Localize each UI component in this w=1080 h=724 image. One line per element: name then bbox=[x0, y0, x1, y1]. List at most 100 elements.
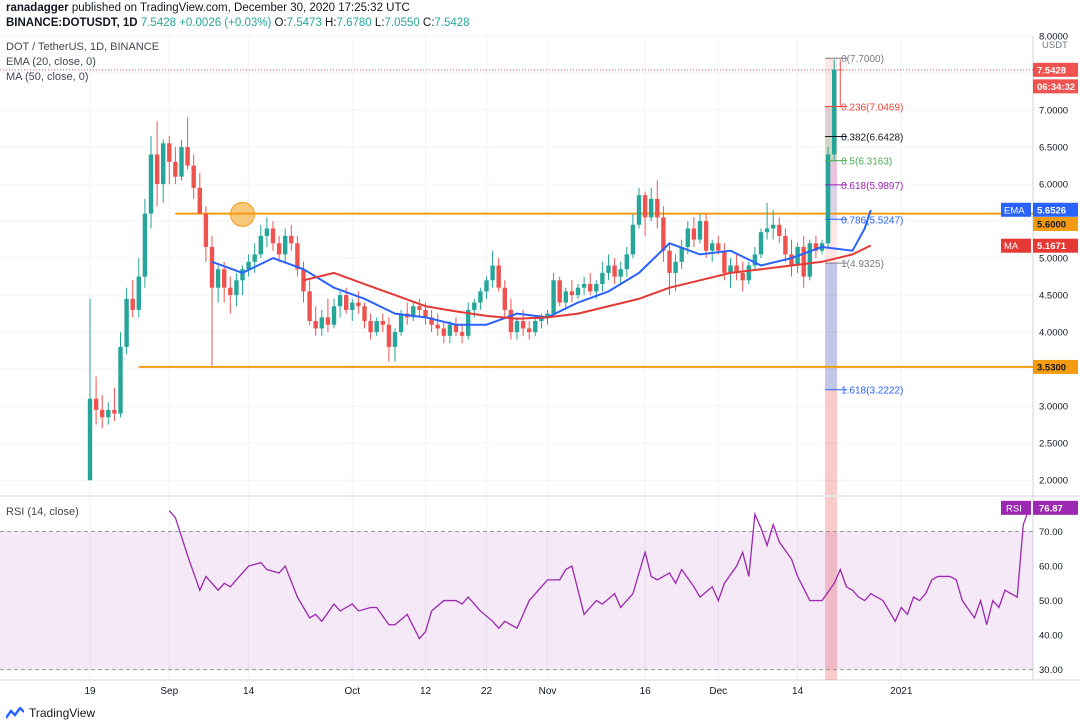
legend-ma[interactable]: MA (50, close, 0) bbox=[6, 71, 89, 83]
rsi-value-box bbox=[1033, 500, 1078, 515]
candle-body bbox=[362, 306, 367, 322]
candle-body bbox=[106, 409, 111, 418]
candle-body bbox=[179, 147, 184, 177]
candle-body bbox=[801, 246, 806, 277]
candle-body bbox=[466, 309, 471, 336]
candle-body bbox=[161, 143, 166, 185]
price-axis-indicator-value: 5.1671 bbox=[1037, 241, 1067, 252]
candle-body bbox=[520, 321, 526, 329]
time-tick-label: Sep bbox=[160, 686, 178, 697]
candle-body bbox=[490, 265, 495, 281]
high-value: 7.6780 bbox=[336, 17, 372, 29]
candle-body bbox=[539, 317, 544, 322]
candle-body bbox=[289, 235, 294, 244]
price-axis-tag-label: 7.5428 bbox=[1037, 65, 1066, 76]
candle-body bbox=[209, 246, 215, 288]
candle-body bbox=[679, 246, 684, 262]
price-axis-tag-label: 5.6000 bbox=[1037, 220, 1066, 231]
candle-body bbox=[417, 306, 422, 310]
legend-ema[interactable]: EMA (20, close, 0) bbox=[6, 56, 96, 68]
candle-body bbox=[429, 317, 434, 325]
candle-body bbox=[331, 306, 337, 325]
candle-body bbox=[93, 398, 99, 410]
price-tick-label: 4.5000 bbox=[1039, 291, 1068, 302]
time-tick-label: 16 bbox=[640, 686, 652, 697]
candle-body bbox=[124, 298, 129, 347]
brand-name: TradingView bbox=[29, 706, 96, 720]
rsi-line bbox=[168, 507, 1031, 640]
candle-body bbox=[246, 261, 251, 270]
legend-rsi[interactable]: RSI (14, close) bbox=[6, 506, 79, 518]
ma-50-line bbox=[303, 244, 872, 320]
last-price: 7.5428 bbox=[140, 17, 177, 29]
candle-body bbox=[685, 228, 690, 247]
candle-body bbox=[832, 69, 837, 155]
candle-body bbox=[655, 198, 660, 218]
candle-body bbox=[423, 309, 428, 318]
candle-body bbox=[783, 235, 788, 255]
candle-body bbox=[112, 409, 117, 414]
fib-level-label: 1.618(3.2222) bbox=[841, 386, 903, 397]
candle-body bbox=[191, 165, 196, 188]
price-axis-tag-label: 06:34:32 bbox=[1037, 82, 1075, 93]
candle-body bbox=[594, 284, 599, 292]
candle-body bbox=[240, 269, 245, 281]
price-tick-label: 8.0000 bbox=[1039, 32, 1068, 43]
time-tick-label: 22 bbox=[481, 686, 493, 697]
candle-body bbox=[551, 280, 556, 314]
price-axis-tag-box bbox=[1033, 359, 1078, 374]
candle-body bbox=[691, 228, 697, 240]
candle-body bbox=[588, 284, 593, 292]
candle-body bbox=[624, 254, 629, 270]
candle-body bbox=[325, 317, 331, 325]
time-tick-label: 2021 bbox=[890, 686, 913, 697]
price-axis-indicator-tag bbox=[1001, 202, 1031, 217]
candle-body bbox=[703, 221, 709, 251]
candle-body bbox=[319, 317, 324, 329]
candle-body bbox=[167, 143, 172, 162]
candle-body bbox=[173, 161, 178, 177]
price-tick-label: 5.0000 bbox=[1039, 254, 1068, 265]
candle-body bbox=[234, 280, 239, 296]
tradingview-brand[interactable]: TradingView bbox=[5, 706, 96, 720]
rsi-band bbox=[0, 531, 1033, 670]
candle-body bbox=[777, 224, 782, 236]
candle-body bbox=[398, 313, 404, 333]
low-label: L: bbox=[374, 17, 385, 29]
highlight-circle bbox=[230, 201, 255, 227]
candle-body bbox=[557, 280, 562, 303]
price-axis-indicator-box bbox=[1033, 202, 1078, 217]
candle-body bbox=[618, 269, 623, 277]
candle-body bbox=[252, 254, 257, 262]
time-tick-label: Oct bbox=[345, 686, 361, 697]
candle-body bbox=[100, 409, 105, 418]
ema-20-line bbox=[211, 209, 872, 326]
candle-body bbox=[764, 228, 770, 233]
close-label: C: bbox=[422, 17, 435, 29]
candle-body bbox=[459, 332, 465, 336]
candle-body bbox=[569, 291, 575, 296]
candle-body bbox=[337, 295, 343, 307]
time-tick-label: 19 bbox=[84, 686, 96, 697]
candle-body bbox=[508, 309, 514, 333]
price-unit-label: USDT bbox=[1042, 40, 1068, 51]
candle-body bbox=[752, 254, 758, 266]
candle-body bbox=[612, 265, 617, 277]
candle-body bbox=[447, 324, 453, 336]
close-value: 7.5428 bbox=[434, 17, 470, 29]
candle-body bbox=[270, 228, 276, 244]
ohlc-line: BINANCE:DOTUSDT, 1D 7.5428 +0.0026 (+0.0… bbox=[6, 17, 470, 29]
rsi-tick-label: 60.00 bbox=[1039, 562, 1063, 573]
fib-level-label: 0.236(7.0469) bbox=[841, 103, 903, 114]
candle-body bbox=[636, 195, 642, 225]
candle-body bbox=[667, 250, 672, 273]
fib-level-label: 0.5(6.3163) bbox=[841, 157, 892, 168]
candle-body bbox=[484, 280, 489, 292]
rsi-tick-label: 50.00 bbox=[1039, 596, 1063, 607]
publish-header: ranadagger published on TradingView.com,… bbox=[0, 0, 1080, 36]
candle-body bbox=[276, 243, 282, 255]
price-tick-label: 2.0000 bbox=[1039, 476, 1068, 487]
publisher-name[interactable]: ranadagger bbox=[6, 2, 69, 14]
price-axis-indicator-value: 5.6526 bbox=[1037, 205, 1066, 216]
